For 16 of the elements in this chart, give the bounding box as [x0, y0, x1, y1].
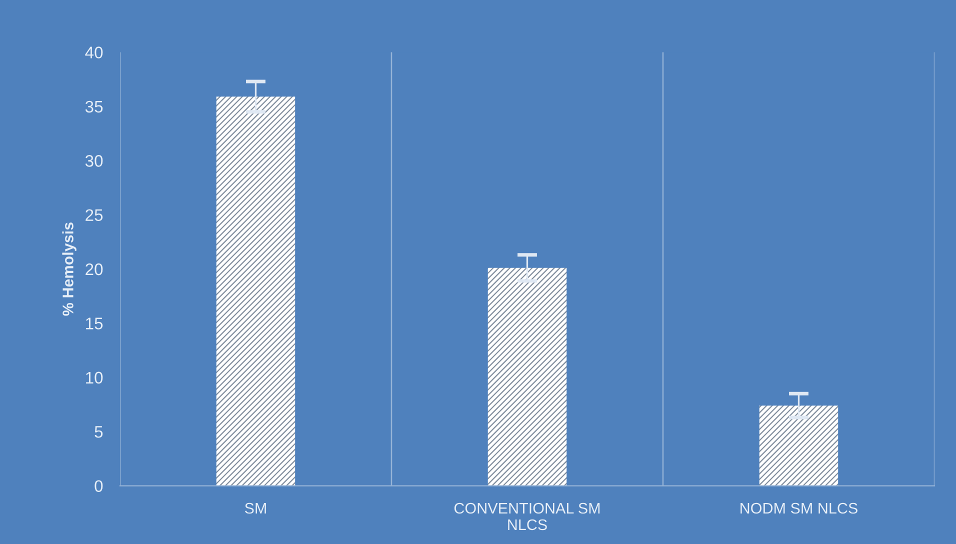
y-tick-label: 25 [86, 209, 103, 222]
x-tick-label: CONVENTIONAL SM NLCS [454, 502, 600, 530]
y-tick-label: 35 [85, 100, 103, 113]
bar [216, 96, 296, 486]
y-axis-title: % Hemolysis [62, 222, 76, 316]
y-tick-label: 0 [94, 480, 103, 492]
y-tick-label: 40 [85, 46, 103, 58]
y-tick-label: 20 [86, 263, 103, 276]
x-tick-label: SM [244, 502, 266, 514]
y-tick-label: 15 [86, 318, 103, 330]
y-tick-label: 5 [94, 426, 103, 438]
x-tick-label: NODM SM NLCS [740, 502, 858, 514]
y-tick-label: 30 [85, 155, 103, 167]
bar [488, 268, 567, 486]
bar [759, 406, 838, 486]
y-tick-label: 10 [86, 372, 103, 384]
